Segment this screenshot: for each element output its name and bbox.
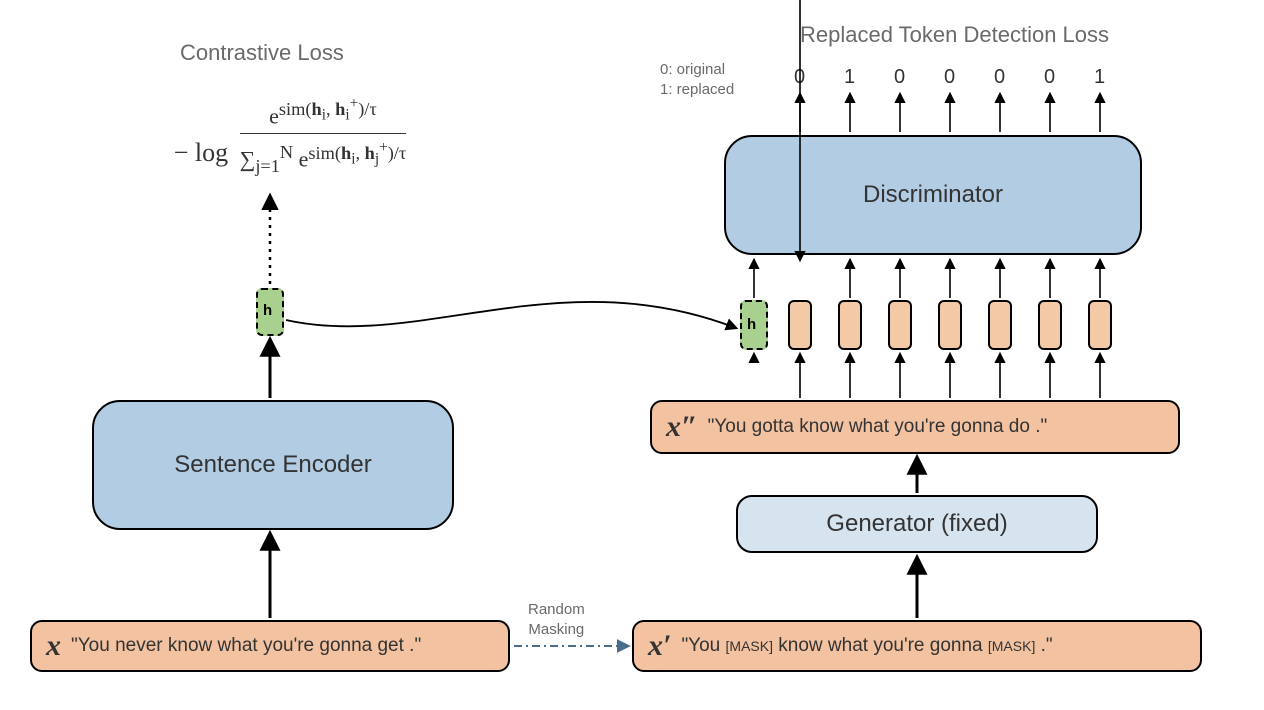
rtd-out-5: 0 — [1044, 66, 1055, 89]
generator-box: Generator (fixed) — [736, 495, 1098, 553]
token-rect-0 — [788, 300, 812, 350]
rtd-out-1: 1 — [844, 66, 855, 89]
formula-denominator: ∑j=1N esim(hi, hj+)/τ — [240, 134, 407, 177]
rtd-legend: 0: original 1: replaced — [660, 60, 734, 99]
token-rect-5 — [1038, 300, 1062, 350]
rtd-out-2: 0 — [894, 66, 905, 89]
x-sentence: "You never know what you're gonna get ." — [71, 635, 421, 657]
x-text-box: x "You never know what you're gonna get … — [30, 620, 510, 672]
rtd-out-6: 1 — [1094, 66, 1105, 89]
rtd-out-3: 0 — [944, 66, 955, 89]
token-rect-4 — [988, 300, 1012, 350]
legend-original: 0: original — [660, 60, 734, 80]
xp-var: x′ — [648, 629, 671, 663]
random-masking-label: Random Masking — [528, 600, 585, 639]
xp-sentence: "You [MASK] know what you're gonna [MASK… — [681, 635, 1052, 657]
token-rect-1 — [838, 300, 862, 350]
formula-prefix: − log — [174, 138, 228, 167]
token-rect-2 — [888, 300, 912, 350]
sentence-encoder-label: Sentence Encoder — [174, 451, 371, 479]
contrastive-loss-title: Contrastive Loss — [180, 40, 344, 66]
xpp-sentence: "You gotta know what you're gonna do ." — [708, 416, 1048, 438]
discriminator-label: Discriminator — [863, 181, 1003, 209]
sentence-encoder-box: Sentence Encoder — [92, 400, 454, 530]
token-rect-6 — [1088, 300, 1112, 350]
rtd-out-4: 0 — [994, 66, 1005, 89]
xp-text-box: x′ "You [MASK] know what you're gonna [M… — [632, 620, 1202, 672]
discriminator-box: Discriminator — [724, 135, 1142, 255]
rtd-out-0: 0 — [794, 66, 805, 89]
contrastive-formula: − log esim(hi, hi+)/τ ∑j=1N esim(hi, hj+… — [90, 95, 490, 177]
legend-replaced: 1: replaced — [660, 80, 734, 100]
xpp-text-box: x″ "You gotta know what you're gonna do … — [650, 400, 1180, 454]
x-var: x — [46, 629, 61, 663]
rtd-loss-title: Replaced Token Detection Loss — [800, 22, 1109, 48]
h-label-right: h — [747, 316, 756, 333]
token-rect-3 — [938, 300, 962, 350]
formula-numerator: esim(hi, hi+)/τ — [240, 95, 407, 134]
h-label-left: h — [263, 302, 272, 319]
generator-label: Generator (fixed) — [826, 510, 1007, 538]
xpp-var: x″ — [666, 410, 698, 444]
